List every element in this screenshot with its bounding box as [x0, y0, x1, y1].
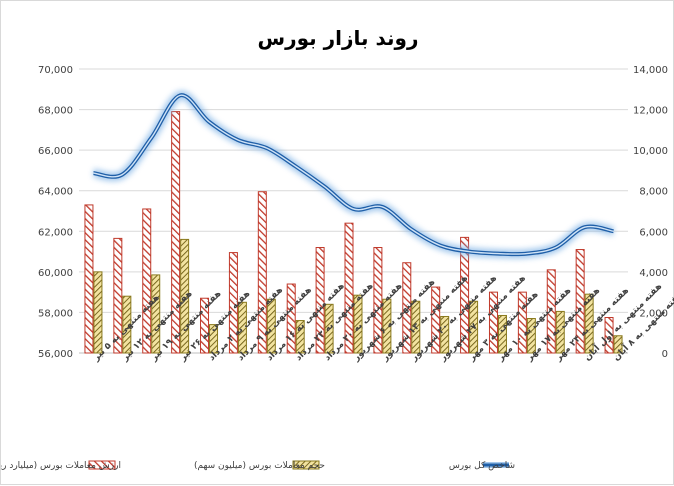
- bar-volume-series: [152, 275, 160, 353]
- bar-volume-series: [94, 272, 102, 353]
- left-axis-tick-label: 58,000: [38, 308, 73, 319]
- legend-label: شاخص کل بورس: [449, 461, 515, 471]
- left-axis-tick-label: 62,000: [38, 227, 73, 238]
- left-axis-tick-label: 56,000: [38, 349, 73, 360]
- right-axis-tick-label: 14,000: [633, 65, 668, 76]
- right-axis-tick-label: 4,000: [639, 268, 668, 279]
- legend: ارزش معاملات بورس (میلیارد ریال) حجم معام…: [1, 461, 515, 471]
- left-axis-tick-label: 60,000: [38, 268, 73, 279]
- legend-label: ارزش معاملات بورس (میلیارد ریال): [1, 461, 121, 471]
- right-axis-tick-label: 8,000: [639, 187, 668, 198]
- left-axis-tick-label: 70,000: [38, 65, 73, 76]
- right-axis-tick-label: 12,000: [633, 106, 668, 117]
- left-axis-ticks: 56,000 58,000 60,000 62,000 64,000 66,000 68,0…: [38, 65, 73, 360]
- right-axis-tick-label: 10,000: [633, 146, 668, 157]
- right-axis-tick-label: 0: [662, 349, 668, 360]
- left-axis-tick-label: 68,000: [38, 106, 73, 117]
- legend-label: حجم معاملات بورس (میلیون سهم): [194, 461, 325, 471]
- left-axis-tick-label: 66,000: [38, 146, 73, 157]
- right-axis-tick-label: 6,000: [639, 227, 668, 238]
- left-axis-tick-label: 64,000: [38, 187, 73, 198]
- bar-value-series: [85, 205, 93, 353]
- chart-title: روند بازار بورس: [258, 26, 419, 50]
